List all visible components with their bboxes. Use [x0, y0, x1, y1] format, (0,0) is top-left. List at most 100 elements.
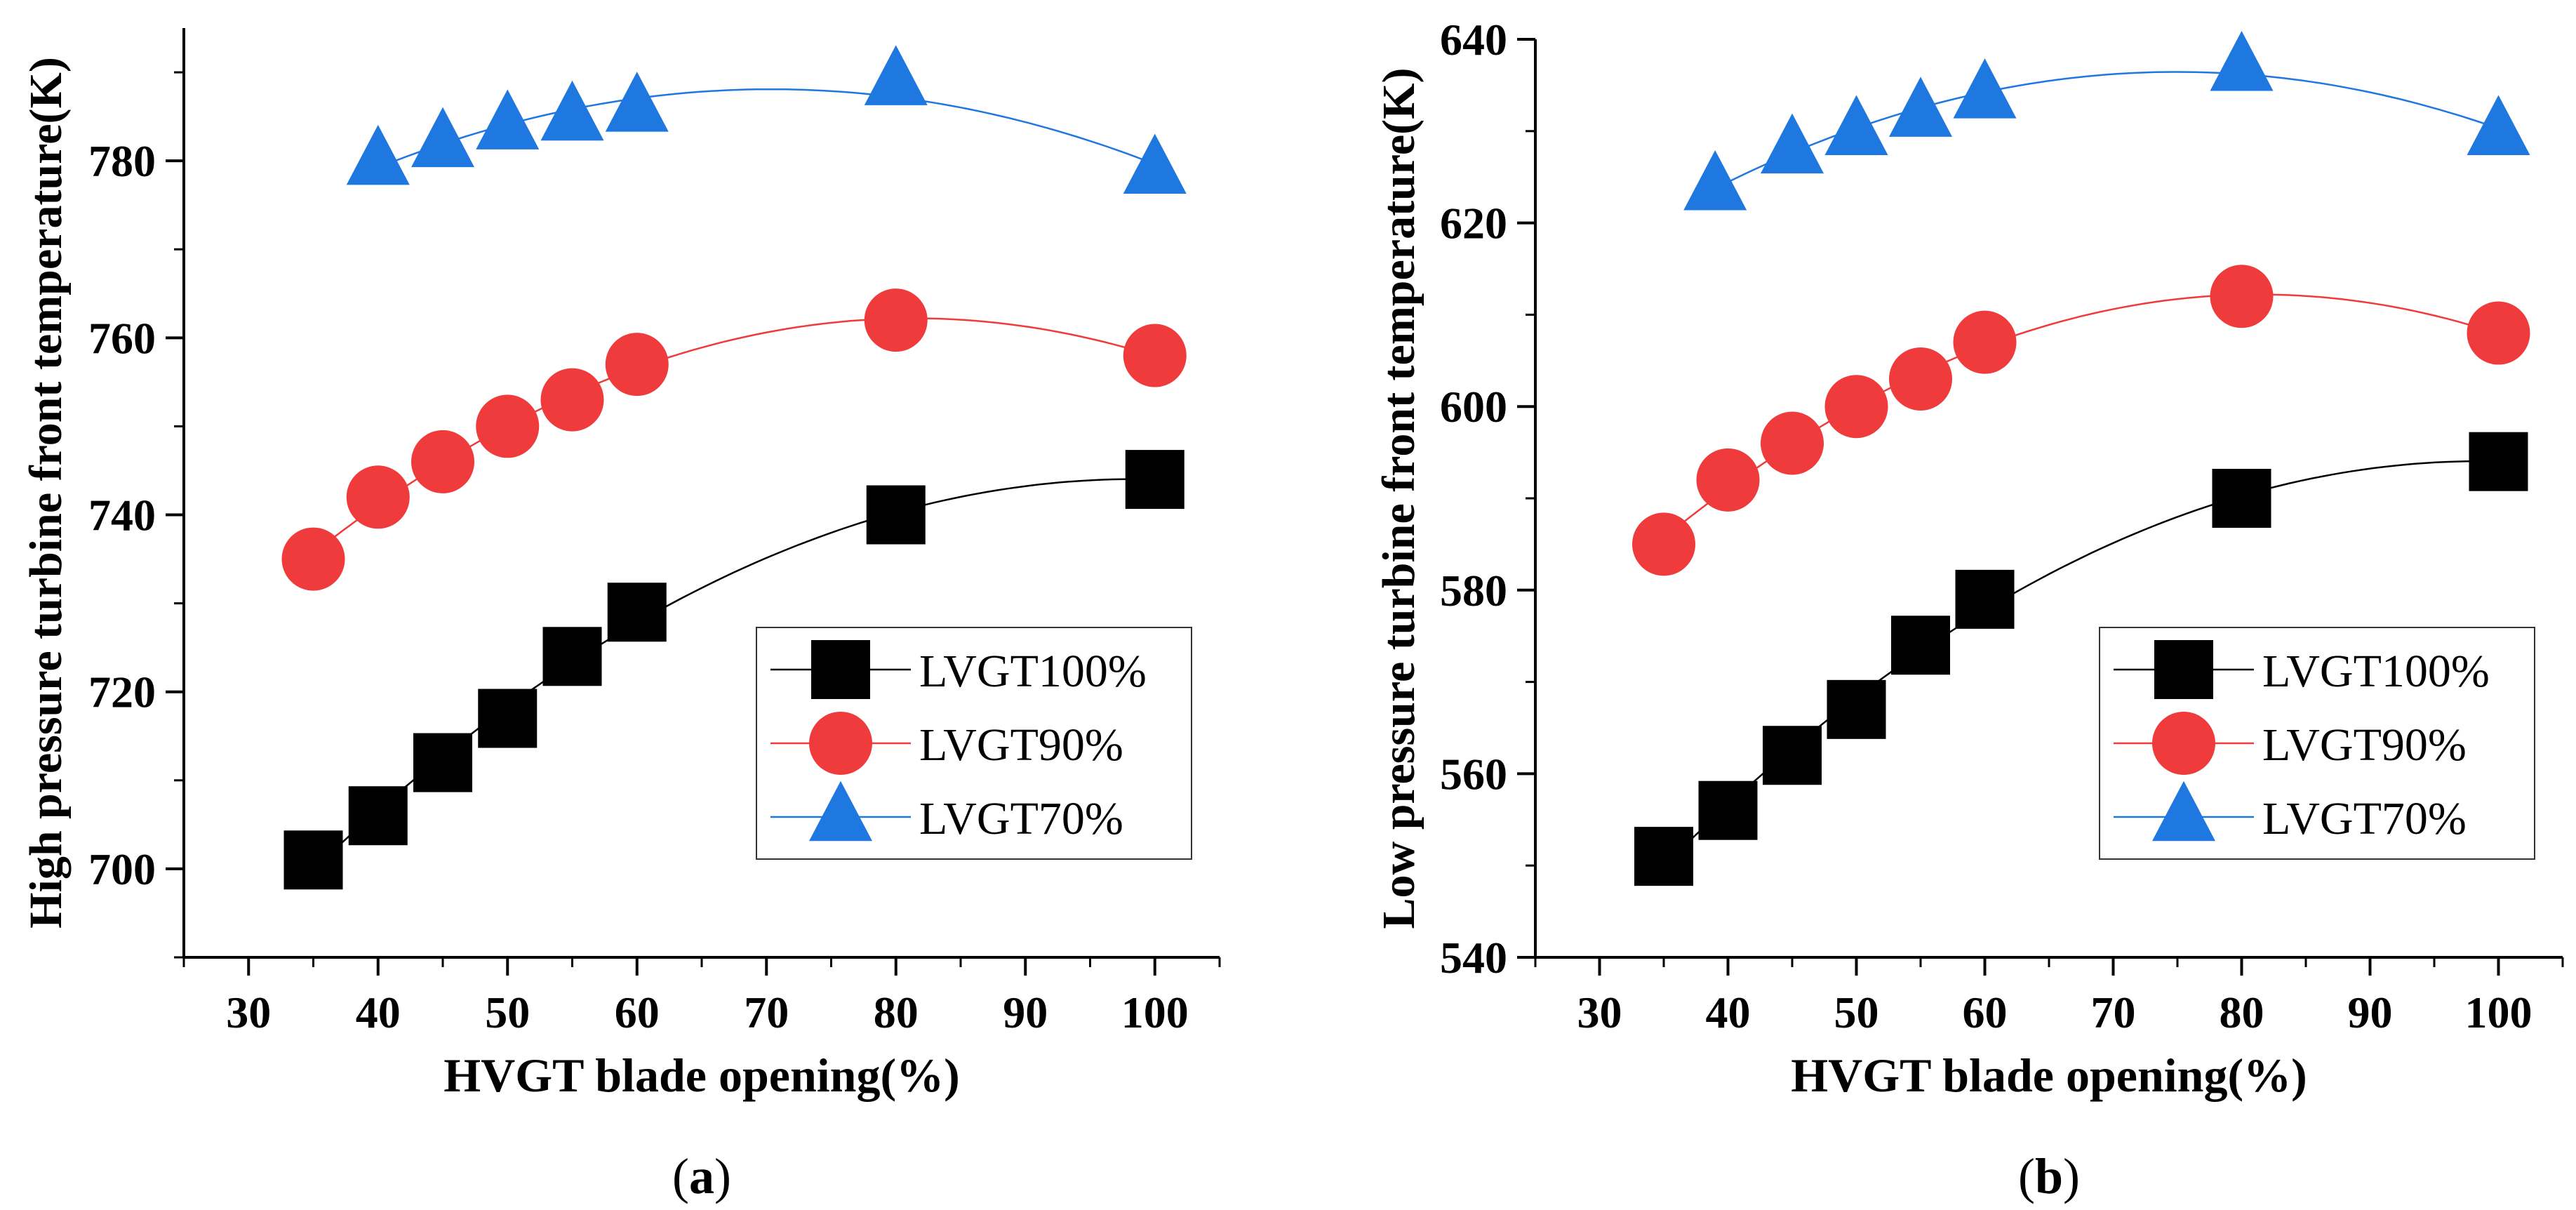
legend-marker-LVGT90%: [809, 712, 872, 775]
data-point-LVGT100%-100: [1125, 450, 1184, 510]
series-LVGT70%: [1683, 30, 2530, 211]
legend-marker-LVGT100%: [811, 640, 870, 699]
legend-label-LVGT100%: LVGT100%: [2262, 646, 2490, 697]
data-point-LVGT90%-80: [2210, 265, 2274, 328]
data-point-LVGT100%-50: [478, 689, 538, 748]
data-point-LVGT70%-50: [1824, 95, 1888, 155]
panel-label: (b): [2018, 1148, 2080, 1204]
data-point-LVGT70%-80: [2210, 30, 2274, 91]
legend-label-LVGT70%: LVGT70%: [919, 793, 1123, 844]
data-point-LVGT100%-55: [542, 627, 602, 686]
data-point-LVGT70%-100: [1123, 133, 1187, 194]
chart-panel-b: 30 40 50 60 70 80 90 100 540 560 580 600 620 640 HVGT …: [1373, 15, 2564, 1204]
x-tick-label: 30: [226, 988, 271, 1037]
x-axis-title: HVGT blade opening(%): [443, 1049, 960, 1102]
data-point-LVGT100%-60: [1955, 569, 2015, 629]
data-point-LVGT70%-50: [476, 89, 540, 149]
data-point-LVGT100%-50: [1827, 679, 1886, 739]
x-tick-label: 30: [1577, 988, 1622, 1037]
data-point-LVGT70%-45: [411, 107, 474, 168]
y-tick-label: 580: [1440, 566, 1507, 616]
y-tick-label: 780: [88, 136, 156, 186]
y-tick-label: 620: [1440, 199, 1507, 248]
legend: LVGT100% LVGT90% LVGT70%: [756, 627, 1192, 860]
legend: LVGT100% LVGT90% LVGT70%: [2099, 627, 2535, 860]
y-tick-label: 740: [88, 491, 156, 540]
x-tick-label: 40: [1706, 988, 1751, 1037]
trend-line-LVGT70%: [1714, 71, 2499, 190]
x-tick-label: 70: [2091, 988, 2136, 1037]
x-tick-label: 60: [615, 988, 660, 1037]
data-point-LVGT70%-100: [2467, 95, 2530, 155]
legend-label-LVGT90%: LVGT90%: [2262, 719, 2467, 771]
data-point-LVGT90%-50: [1824, 375, 1888, 439]
legend-label-LVGT70%: LVGT70%: [2262, 793, 2467, 844]
data-point-LVGT100%-35: [1634, 827, 1693, 886]
data-point-LVGT100%-80: [866, 485, 926, 545]
y-tick-label: 720: [88, 667, 156, 717]
x-tick-label: 90: [2348, 988, 2393, 1037]
data-point-LVGT100%-40: [348, 786, 408, 846]
legend-label-LVGT100%: LVGT100%: [919, 646, 1147, 697]
y-tick-label: 700: [88, 844, 156, 894]
data-point-LVGT90%-40: [346, 465, 410, 529]
data-point-LVGT100%-45: [1763, 726, 1822, 785]
data-point-LVGT100%-35: [283, 830, 343, 890]
data-point-LVGT90%-45: [411, 430, 474, 493]
y-tick-label: 600: [1440, 382, 1507, 432]
data-point-LVGT70%-60: [605, 72, 669, 132]
series-LVGT100%: [1634, 432, 2528, 886]
data-point-LVGT100%-100: [2469, 432, 2528, 491]
x-tick-label: 70: [744, 988, 789, 1037]
data-point-LVGT70%-39: [1683, 149, 1747, 211]
data-point-LVGT100%-55: [1891, 616, 1950, 675]
legend-marker-LVGT70%: [809, 780, 872, 842]
x-tick-label: 50: [1834, 988, 1879, 1037]
legend-marker-LVGT90%: [2152, 712, 2215, 775]
data-point-LVGT90%-50: [476, 394, 540, 458]
series-LVGT90%: [1632, 265, 2530, 576]
data-point-LVGT90%-40: [1696, 448, 1760, 512]
x-tick-label: 90: [1003, 988, 1048, 1037]
data-point-LVGT100%-40: [1698, 780, 1758, 840]
data-point-LVGT70%-80: [864, 45, 928, 105]
data-point-LVGT100%-60: [607, 583, 667, 642]
data-point-LVGT90%-100: [1123, 324, 1187, 387]
data-point-LVGT90%-35: [281, 527, 345, 591]
data-point-LVGT90%-35: [1632, 512, 1695, 576]
legend-label-LVGT90%: LVGT90%: [919, 719, 1123, 771]
x-tick-label: 40: [356, 988, 401, 1037]
data-point-LVGT90%-60: [1953, 310, 2017, 374]
y-tick-label: 540: [1440, 933, 1507, 983]
data-point-LVGT70%-45: [1761, 113, 1824, 174]
series-LVGT90%: [281, 288, 1187, 591]
y-axis-title: High pressure turbine front temperature(…: [20, 57, 72, 929]
data-point-LVGT90%-60: [605, 333, 669, 397]
legend-marker-LVGT100%: [2154, 640, 2213, 699]
data-point-LVGT70%-55: [540, 80, 604, 141]
data-point-LVGT90%-55: [540, 368, 604, 432]
data-point-LVGT70%-60: [1953, 58, 2017, 119]
data-point-LVGT100%-80: [2212, 469, 2271, 528]
panel-label: (a): [672, 1148, 731, 1204]
chart-panel-a: 30 40 50 60 70 80 90 100 700 720 740 760 780 HVGT bla…: [20, 28, 1221, 1204]
data-point-LVGT90%-55: [1889, 347, 1952, 411]
data-point-LVGT90%-80: [864, 288, 928, 352]
x-tick-label: 100: [2465, 988, 2532, 1037]
legend-marker-LVGT70%: [2152, 780, 2215, 842]
y-tick-label: 760: [88, 313, 156, 363]
data-point-LVGT70%-55: [1889, 77, 1952, 137]
x-tick-label: 80: [874, 988, 919, 1037]
x-tick-label: 100: [1121, 988, 1189, 1037]
data-point-LVGT90%-100: [2467, 301, 2530, 365]
data-point-LVGT70%-40: [346, 124, 410, 185]
x-tick-label: 80: [2220, 988, 2264, 1037]
x-tick-label: 50: [485, 988, 530, 1037]
data-point-LVGT100%-45: [413, 733, 472, 792]
y-tick-label: 560: [1440, 749, 1507, 799]
series-LVGT100%: [283, 450, 1184, 890]
x-axis-title: HVGT blade opening(%): [1791, 1049, 2307, 1102]
y-tick-label: 640: [1440, 15, 1507, 65]
data-point-LVGT90%-45: [1761, 411, 1824, 475]
